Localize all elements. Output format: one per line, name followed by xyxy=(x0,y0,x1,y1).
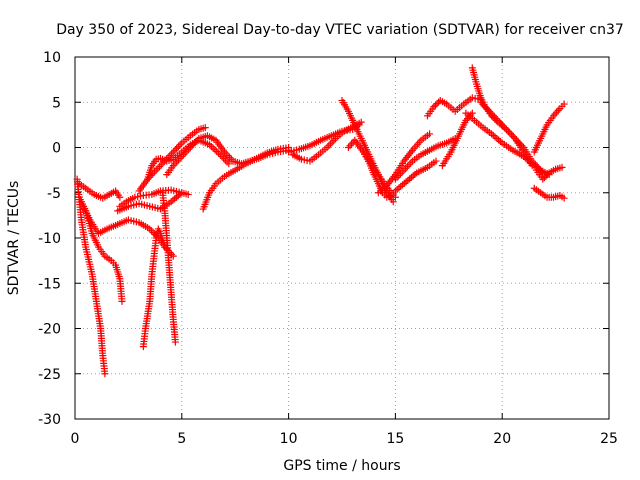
data-point xyxy=(346,142,354,150)
x-tick-label: 0 xyxy=(71,431,80,447)
data-point xyxy=(171,338,179,346)
x-tick-label: 20 xyxy=(493,431,511,447)
x-tick-label: 5 xyxy=(177,431,186,447)
data-point xyxy=(554,106,562,114)
y-axis-label: SDTVAR / TECUs xyxy=(6,181,22,296)
series-arc-1 xyxy=(73,175,109,378)
series-arc-5 xyxy=(139,225,169,351)
data-point xyxy=(432,157,440,165)
y-tick-labels: -30 -25 -20 -15 -10 -5 0 5 10 xyxy=(38,50,61,428)
series-arc-25 xyxy=(530,100,568,156)
data-point xyxy=(168,150,176,158)
data-point xyxy=(389,198,397,206)
data-point xyxy=(551,110,559,118)
data-point xyxy=(391,193,399,201)
data-point xyxy=(176,141,184,149)
x-tick-label: 25 xyxy=(600,431,618,447)
data-point xyxy=(116,193,124,201)
x-tick-label: 15 xyxy=(386,431,404,447)
data-point xyxy=(540,174,548,182)
series-arc-3 xyxy=(75,180,124,202)
data-point xyxy=(405,161,413,169)
series-arc-14 xyxy=(289,118,365,165)
data-point xyxy=(542,172,550,180)
data-point xyxy=(553,108,561,116)
data-point xyxy=(506,129,514,137)
series-arc-7 xyxy=(114,189,186,215)
data-point xyxy=(544,170,552,178)
data-point xyxy=(407,159,415,167)
series-arc-6 xyxy=(159,189,179,346)
series-arc-27 xyxy=(530,184,568,202)
y-tick-label: -15 xyxy=(38,276,61,292)
data-point xyxy=(508,131,516,139)
data-point xyxy=(539,175,547,183)
x-axis-label: GPS time / hours xyxy=(283,458,400,474)
data-point xyxy=(154,164,162,172)
series-arc-12 xyxy=(199,144,293,213)
data-point xyxy=(174,143,182,151)
data-point xyxy=(209,144,217,152)
data-point xyxy=(201,124,209,132)
y-tick-label: 0 xyxy=(52,141,61,157)
series-arc-8 xyxy=(116,186,192,210)
x-tick-label: 10 xyxy=(280,431,298,447)
y-tick-label: -25 xyxy=(38,367,61,383)
data-point xyxy=(325,142,333,150)
x-tick-labels: 0 5 10 15 20 25 xyxy=(71,431,618,447)
data-point xyxy=(403,163,411,171)
series-arc-2 xyxy=(75,193,126,305)
data-point xyxy=(509,133,517,141)
y-tick-label: -5 xyxy=(47,186,61,202)
data-point xyxy=(430,103,438,111)
series-arc-23 xyxy=(462,109,547,177)
y-tick-label: -30 xyxy=(38,412,61,428)
data-point xyxy=(184,191,192,199)
series-arc-26 xyxy=(532,163,566,183)
data-point xyxy=(348,140,356,148)
data-point xyxy=(211,146,219,154)
series-arc-24 xyxy=(477,98,553,179)
data-point xyxy=(156,163,164,171)
data-point xyxy=(171,160,179,168)
y-tick-label: 5 xyxy=(52,95,61,111)
data-point xyxy=(431,101,439,109)
y-tick-label: -10 xyxy=(38,231,61,247)
data-point xyxy=(433,100,441,108)
chart-title: Day 350 of 2023, Sidereal Day-to-day VTE… xyxy=(56,22,624,38)
data-point xyxy=(504,127,512,135)
y-tick-label: 10 xyxy=(43,50,61,66)
data-points xyxy=(73,64,568,378)
data-point xyxy=(558,163,566,171)
plot-frame xyxy=(74,56,610,420)
data-point xyxy=(560,194,568,202)
data-point xyxy=(213,147,221,155)
data-point xyxy=(426,130,434,138)
data-point xyxy=(326,140,334,148)
series-arc-18 xyxy=(374,130,434,197)
data-point xyxy=(101,370,109,378)
y-tick-label: -20 xyxy=(38,322,61,338)
data-point xyxy=(357,118,365,126)
data-point xyxy=(560,100,568,108)
data-point xyxy=(225,160,233,168)
series-arc-20 xyxy=(423,94,485,120)
data-point xyxy=(169,252,177,260)
data-point xyxy=(344,144,352,151)
data-point xyxy=(118,297,126,305)
